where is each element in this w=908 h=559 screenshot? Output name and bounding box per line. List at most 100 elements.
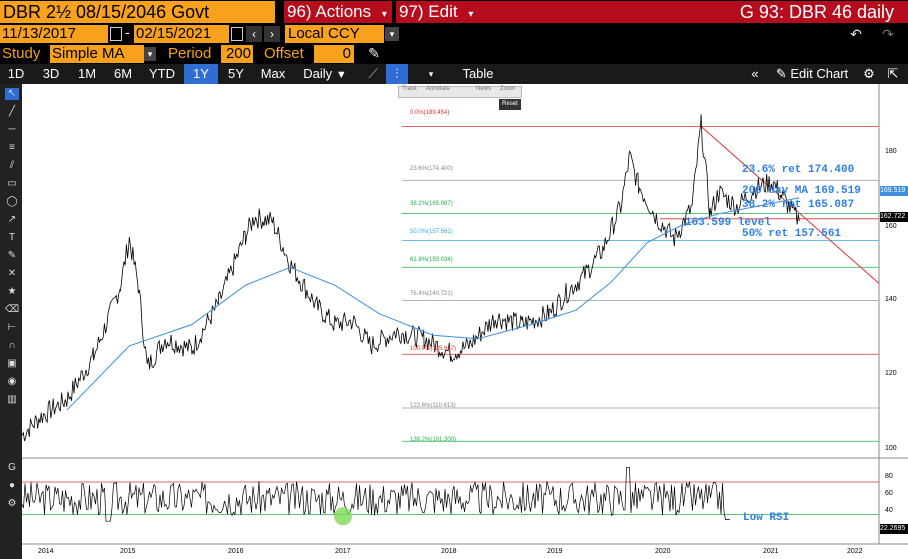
redo-icon[interactable]: ↷ — [882, 26, 894, 42]
range-ytd[interactable]: YTD — [149, 66, 175, 81]
frequency-select[interactable]: Daily ▼ — [296, 64, 354, 84]
dropdown-arrow-icon[interactable]: ▾ — [428, 69, 434, 79]
x-tick-2014: 2014 — [38, 548, 54, 555]
chart-title-bar — [478, 1, 908, 23]
rsi-tick-60: 60 — [885, 490, 893, 497]
rsi-tick-80: 80 — [885, 473, 893, 480]
x-tick-2015: 2015 — [120, 548, 136, 555]
zoom-button[interactable]: Zoom — [500, 86, 516, 92]
eye-tool-icon[interactable]: ◉ — [7, 376, 17, 387]
delete-tool-icon[interactable]: ⌫ — [5, 304, 20, 315]
annotation-200-ma: 200 day MA 169.519 — [742, 185, 861, 197]
calendar-icon[interactable] — [231, 27, 243, 41]
hline-tool-icon[interactable]: ─ — [8, 124, 16, 135]
edit-menu[interactable]: 97) Edit ▾ — [396, 1, 479, 23]
chevron-right-icon[interactable]: › — [264, 26, 280, 42]
rsi-highlight-marker — [334, 507, 352, 526]
currency-field[interactable]: Local CCY — [285, 25, 384, 43]
collapse-icon[interactable]: « — [751, 66, 759, 81]
table-button[interactable]: Table — [462, 66, 494, 81]
dropdown-arrow-icon[interactable]: ▾ — [144, 47, 156, 61]
reset-button[interactable]: Reset — [499, 99, 521, 110]
fib-label-236: 23.6%(174.400) — [410, 166, 453, 172]
range-5y[interactable]: 5Y — [228, 66, 244, 81]
export-icon[interactable]: ⇱ — [887, 66, 899, 81]
x-tick-2022: 2022 — [847, 548, 863, 555]
magnet-tool-icon[interactable]: ∩ — [8, 340, 16, 351]
chart-title: G 93: DBR 46 daily — [739, 2, 894, 22]
range-6m[interactable]: 6M — [113, 66, 133, 81]
trash-tool-icon[interactable]: ▥ — [7, 394, 17, 405]
pencil-icon: ✎ — [775, 66, 787, 81]
actions-menu[interactable]: 96) Actions ▾ — [284, 1, 392, 23]
fib-label-0: 0.0%(189.454) — [410, 110, 450, 116]
date-separator: - — [125, 24, 130, 40]
price-chart[interactable] — [0, 84, 908, 559]
edit-chart-label: Edit Chart — [790, 66, 849, 81]
line-tool-icon[interactable]: ╱ — [8, 106, 16, 117]
range-max[interactable]: Max — [260, 66, 286, 81]
fib-tool-icon[interactable]: ≡ — [9, 142, 15, 153]
range-3d[interactable]: 3D — [42, 66, 60, 81]
chart-mini-toolbar — [398, 86, 522, 98]
cross-tool-icon[interactable]: ✕ — [7, 268, 17, 279]
offset-input[interactable]: 0 — [314, 45, 354, 63]
range-1y[interactable]: 1Y — [184, 64, 218, 84]
lock-tool-icon[interactable]: ▣ — [7, 358, 17, 369]
rsi-value-box: 22.2695 — [880, 524, 908, 534]
x-tick-2021: 2021 — [763, 548, 779, 555]
ruler-tool-icon[interactable]: ⊢ — [7, 322, 17, 333]
security-field[interactable]: DBR 2½ 08/15/2046 Govt — [0, 1, 275, 23]
price-value-box: 162.722 — [880, 212, 908, 222]
brush-tool-icon[interactable]: ✎ — [7, 250, 17, 261]
end-date-field[interactable]: 02/15/2021 — [134, 25, 229, 43]
channel-tool-icon[interactable]: ⫽ — [9, 160, 15, 171]
candle-chart-icon[interactable]: ⫶ — [386, 64, 408, 84]
chevron-left-icon[interactable]: ‹ — [246, 26, 262, 42]
date-range-bar: 11/13/2017 - 02/15/2021 ‹ › Local CCY ▾ … — [0, 24, 908, 44]
fib-label-618: 61.8%(150.034) — [410, 257, 453, 263]
star-tool-icon[interactable]: ★ — [7, 286, 17, 297]
settings-icon[interactable]: ⚙ — [7, 498, 17, 509]
track-button[interactable]: Track — [402, 86, 417, 92]
fib-label-50: 50.0%(157.561) — [410, 229, 453, 235]
settings-icon[interactable]: ⚙ — [863, 66, 875, 81]
edit-chart-button[interactable]: ✎ Edit Chart — [768, 64, 856, 84]
fib-label-1382: 138.2%(101.300) — [410, 437, 457, 443]
text-tool-icon[interactable]: T — [8, 232, 16, 243]
y-tick-100: 100 — [885, 445, 897, 452]
pencil-icon[interactable]: ✎ — [368, 45, 380, 61]
frequency-label: Daily — [303, 66, 333, 81]
range-1d[interactable]: 1D — [7, 66, 25, 81]
x-tick-2017: 2017 — [335, 548, 351, 555]
rsi-series-line — [21, 466, 730, 522]
calendar-icon[interactable] — [110, 27, 122, 41]
range-toolbar — [0, 64, 908, 84]
dropdown-arrow-icon: ▾ — [381, 9, 387, 20]
g-icon[interactable]: G — [8, 462, 16, 473]
arrow-tool-icon[interactable]: ↗ — [7, 214, 17, 225]
undo-icon[interactable]: ↶ — [850, 26, 862, 42]
annotation-163-level: 163.599 level — [685, 217, 771, 229]
cursor-tool-icon[interactable]: ↖ — [5, 88, 19, 100]
line-chart-icon[interactable]: ⟋ — [368, 66, 378, 81]
rsi-tick-40: 40 — [885, 507, 893, 514]
study-bar: Study Simple MA ▾ Period 200 Offset 0 ✎ — [0, 44, 908, 64]
annotation-50-ret: 50% ret 157.561 — [742, 228, 842, 240]
annotation-236-ret: 23.6% ret 174.400 — [742, 164, 855, 176]
ellipse-tool-icon[interactable]: ◯ — [6, 196, 18, 207]
annotate-button[interactable]: Annotate — [426, 86, 451, 92]
x-tick-2019: 2019 — [547, 548, 563, 555]
news-button[interactable]: News — [476, 86, 492, 92]
range-1m[interactable]: 1M — [77, 66, 97, 81]
dropdown-arrow-icon: ▼ — [335, 69, 347, 81]
period-input[interactable]: 200 — [221, 45, 253, 63]
dot-tool-icon[interactable]: ● — [8, 480, 16, 491]
start-date-field[interactable]: 11/13/2017 — [0, 25, 108, 43]
study-select[interactable]: Simple MA — [50, 45, 144, 63]
x-tick-2018: 2018 — [441, 548, 457, 555]
dropdown-arrow-icon[interactable]: ▾ — [385, 27, 399, 41]
rect-tool-icon[interactable]: ▭ — [7, 178, 17, 189]
fib-label-1236: 123.6%(110.613) — [410, 403, 456, 409]
x-tick-2016: 2016 — [228, 548, 244, 555]
